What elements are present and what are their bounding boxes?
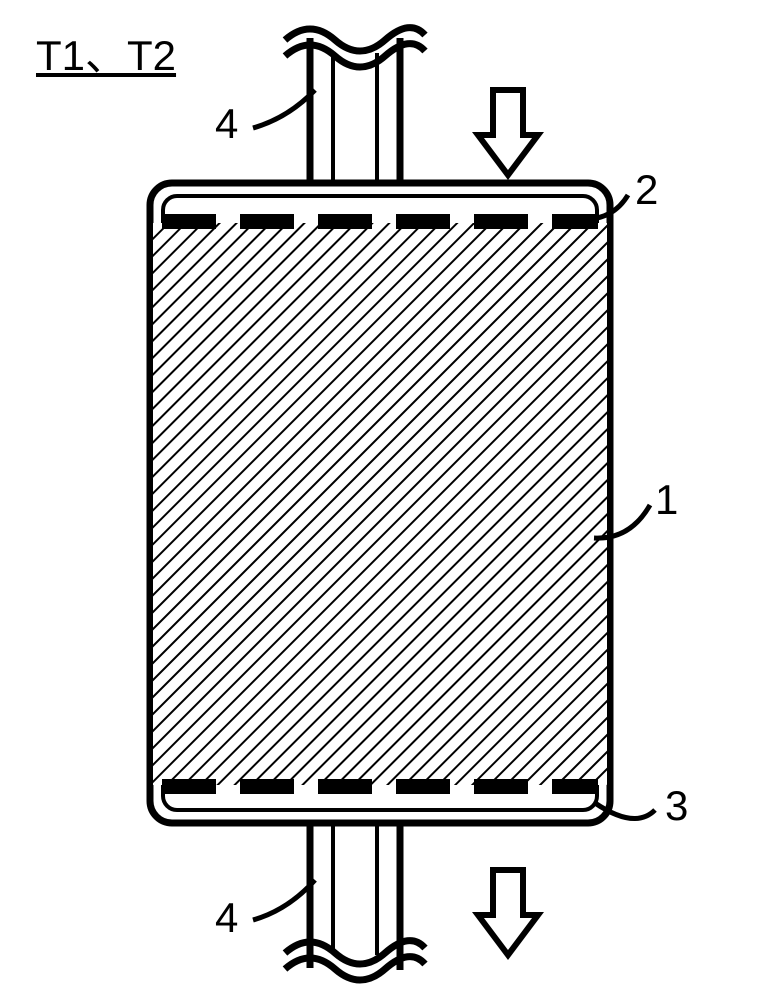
bottom-pipe bbox=[285, 823, 425, 980]
outlet-arrow-icon bbox=[478, 870, 538, 955]
inlet-arrow-icon bbox=[478, 90, 538, 175]
technical-diagram: T1、T2 1 2 3 4 4 bbox=[0, 0, 784, 1000]
top-pipe bbox=[285, 28, 425, 183]
label-4-bottom: 4 bbox=[215, 894, 238, 942]
label-2: 2 bbox=[635, 166, 658, 214]
label-3: 3 bbox=[665, 782, 688, 830]
hatched-bed bbox=[153, 223, 607, 785]
label-1: 1 bbox=[655, 476, 678, 524]
label-4-top: 4 bbox=[215, 100, 238, 148]
title-label: T1、T2 bbox=[36, 22, 176, 83]
